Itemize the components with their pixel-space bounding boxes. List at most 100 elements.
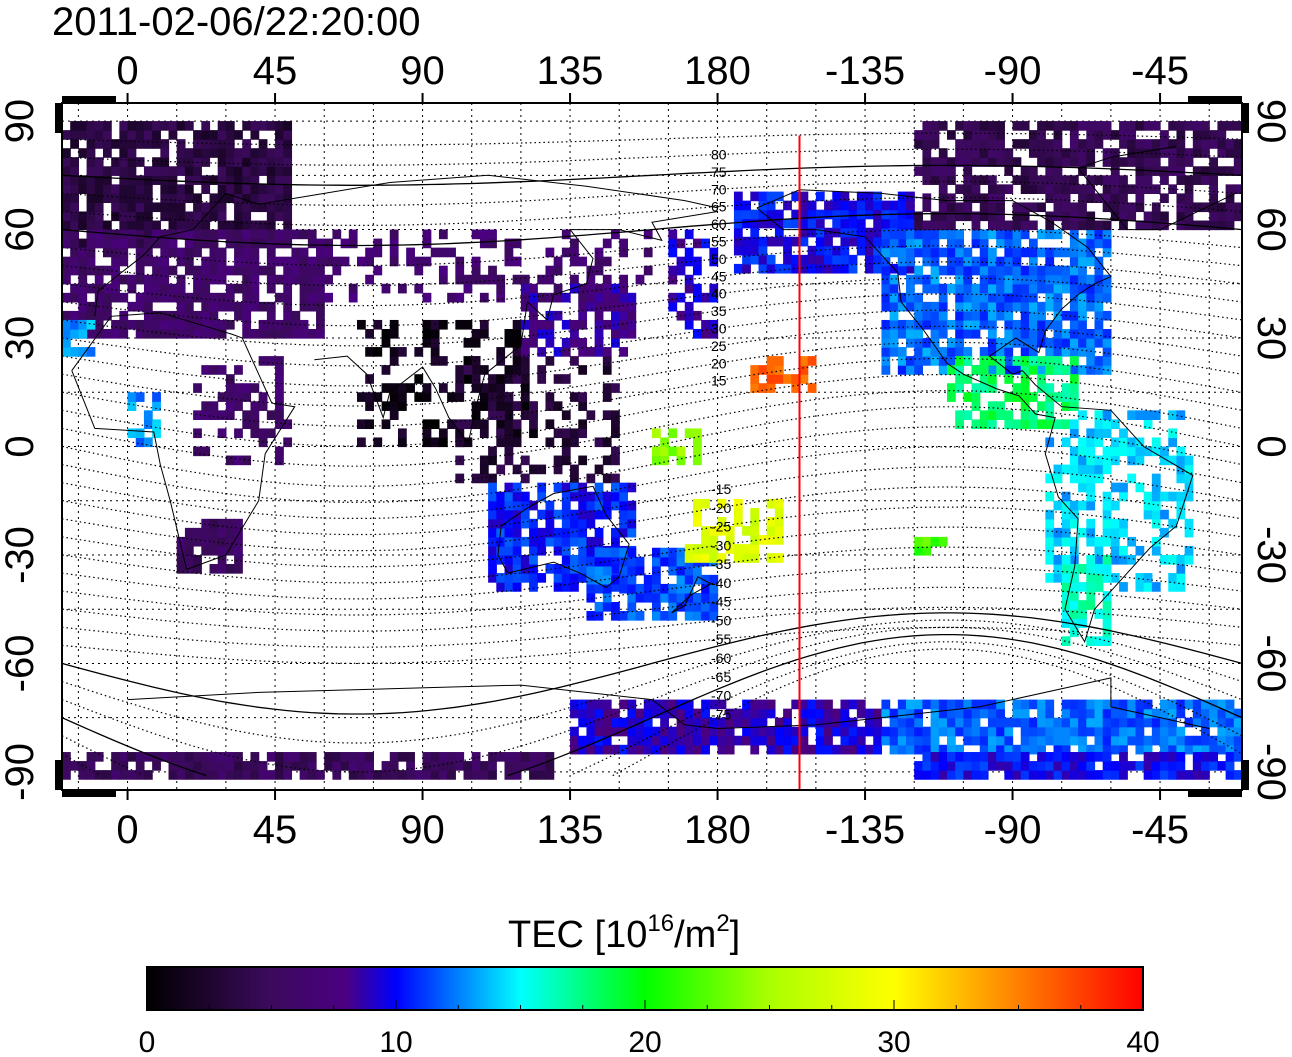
tec-cell <box>1037 752 1046 762</box>
tec-cell <box>275 166 284 176</box>
tec-cell <box>1037 744 1046 755</box>
tec-cell <box>676 726 686 737</box>
tec-cell <box>1160 527 1169 538</box>
tec-cell <box>807 227 817 238</box>
tec-cell <box>955 708 964 719</box>
tec-cell <box>520 401 530 411</box>
tec-cell <box>102 184 112 194</box>
tec-cell <box>479 229 489 240</box>
tec-cell <box>1037 699 1046 710</box>
tec-cell <box>709 526 719 536</box>
tec-cell <box>234 256 243 267</box>
tec-cell <box>94 770 104 780</box>
tec-cell <box>938 301 948 312</box>
tec-cell <box>1192 202 1202 213</box>
border-bar <box>55 760 62 790</box>
tec-cell <box>316 301 325 312</box>
tec-cell <box>86 310 96 321</box>
tec-cell <box>389 256 399 267</box>
tec-cell <box>160 184 170 194</box>
x-axis-top-ticks: 0 45 90 135 180 -135 -90 -45 <box>116 49 1189 103</box>
tec-cell <box>750 191 760 202</box>
tec-cell <box>201 121 211 131</box>
tec-cell <box>70 319 79 330</box>
tec-cell <box>152 157 161 167</box>
tec-cell <box>758 191 768 202</box>
tec-cell <box>1094 536 1104 547</box>
tec-cell <box>242 220 252 231</box>
tec-cell <box>234 202 243 213</box>
tec-cell <box>1217 744 1227 755</box>
tec-cell <box>611 554 620 565</box>
tec-cell <box>611 527 620 538</box>
tec-cell <box>701 535 710 545</box>
tec-cell <box>397 752 407 762</box>
tec-cell <box>611 229 620 240</box>
y-tick-label-right: 0 <box>1249 435 1292 457</box>
tec-cell <box>1086 220 1096 231</box>
tec-cell <box>250 752 260 762</box>
tec-cell <box>1094 735 1104 746</box>
tec-cell <box>438 319 448 330</box>
tec-cell <box>545 392 555 402</box>
tec-cell <box>324 247 334 258</box>
tec-cell <box>217 319 227 330</box>
tec-cell <box>1184 455 1194 466</box>
tec-cell <box>692 328 702 339</box>
tec-cell <box>168 752 178 762</box>
tec-cell <box>1094 283 1104 294</box>
tec-cell <box>1020 328 1030 339</box>
tec-cell <box>242 419 252 430</box>
tec-cell <box>1045 726 1055 737</box>
tec-cell <box>553 536 563 547</box>
tec-cell <box>979 319 989 330</box>
tec-cell <box>119 238 129 249</box>
tec-cell <box>1102 157 1112 167</box>
tec-cell <box>947 699 956 710</box>
tec-cell <box>1192 735 1202 746</box>
tec-cell <box>1028 301 1038 312</box>
tec-cell <box>512 527 522 538</box>
tec-cell <box>275 130 284 140</box>
tec-cell <box>594 699 604 710</box>
tec-cell <box>283 274 293 285</box>
tec-cell <box>561 500 571 511</box>
tec-cell <box>258 301 268 312</box>
tec-cell <box>332 761 342 771</box>
tec-cell <box>914 365 924 375</box>
tec-cell <box>1086 527 1096 538</box>
tec-cell <box>299 761 309 771</box>
tec-cell <box>783 254 792 265</box>
tec-cell <box>1028 283 1038 294</box>
tec-cell <box>1184 175 1194 185</box>
tec-cell <box>971 365 981 375</box>
tec-cell <box>1061 265 1071 276</box>
tec-cell <box>496 428 506 439</box>
tec-cell <box>619 238 629 249</box>
tec-cell <box>545 752 555 762</box>
tec-cell <box>1045 247 1055 258</box>
tec-cell <box>881 699 891 710</box>
tec-cell <box>1061 726 1071 737</box>
tec-cell <box>479 419 489 430</box>
tec-cell <box>127 130 137 140</box>
tec-cell <box>955 229 964 240</box>
tec-cell <box>1176 410 1186 420</box>
tec-cell <box>1094 545 1104 556</box>
tec-cell <box>1020 319 1030 330</box>
tec-cell <box>193 283 202 294</box>
tec-cell <box>414 770 424 780</box>
tec-cell <box>1176 157 1186 167</box>
tec-cell <box>496 500 506 511</box>
tec-cell <box>824 209 833 220</box>
tec-cell <box>758 236 768 247</box>
tec-cell <box>627 744 637 755</box>
tec-cell <box>955 770 964 780</box>
tec-cell <box>250 193 260 204</box>
tec-cell <box>258 356 268 366</box>
tec-cell <box>94 157 104 167</box>
tec-cell <box>578 256 588 267</box>
tec-cell <box>217 265 227 276</box>
tec-cell <box>193 310 202 321</box>
tec-cell <box>1053 157 1063 167</box>
